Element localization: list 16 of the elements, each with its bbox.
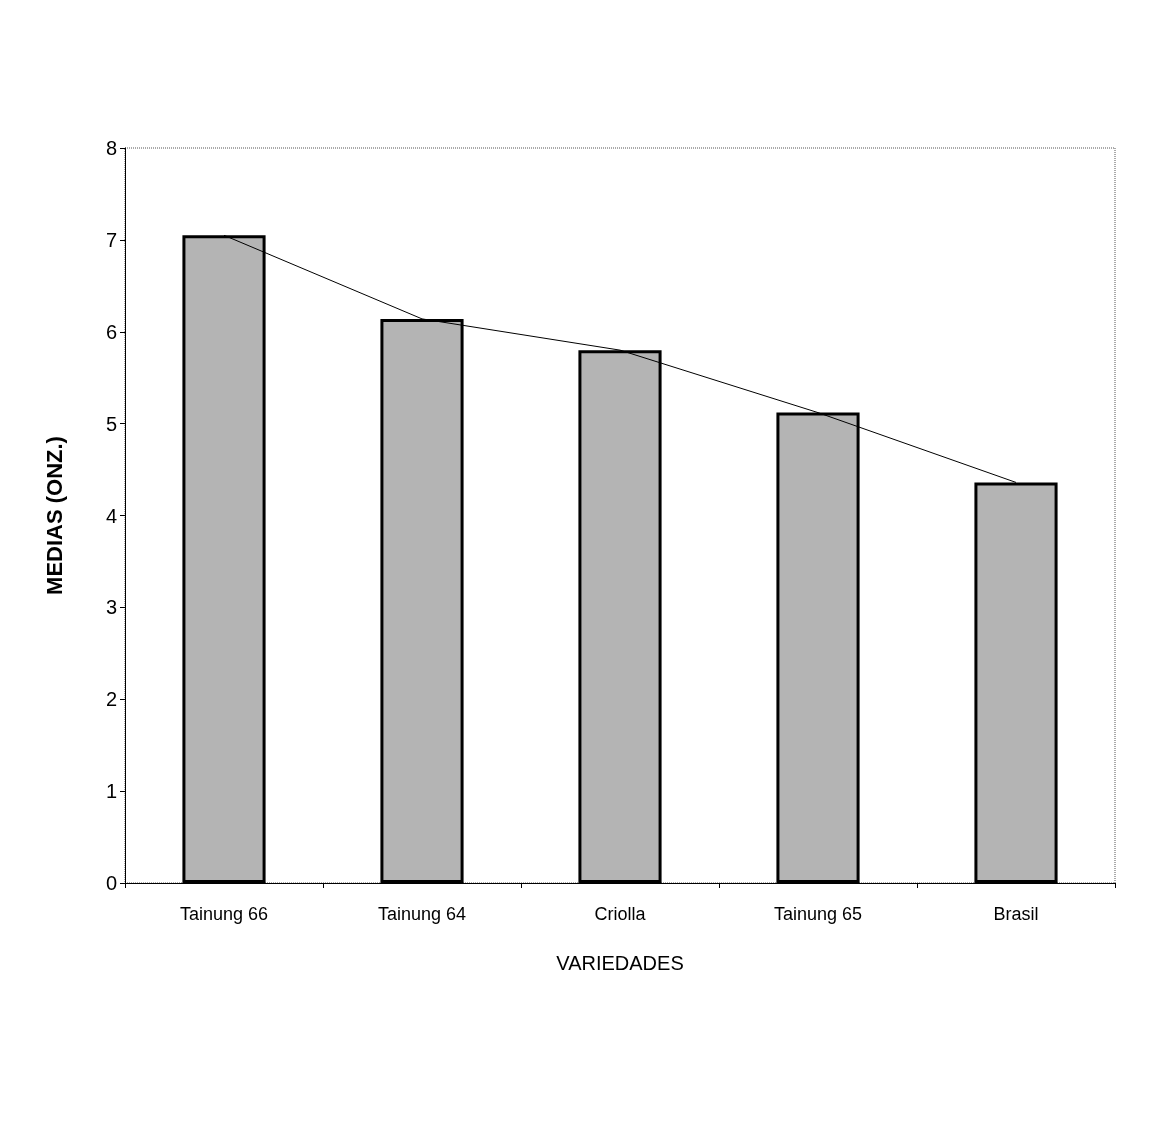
y-tick-label: 7 — [105, 228, 117, 251]
x-tick-label: Tainung 64 — [377, 904, 467, 924]
y-tick-label: 1 — [105, 780, 117, 803]
y-tick-label: 0 — [105, 872, 117, 894]
x-tick-label: Tainung 66 — [179, 904, 269, 924]
y-tick-label: 8 — [105, 137, 117, 159]
y-tick-label: 6 — [105, 320, 117, 343]
y-tick-label: 5 — [105, 412, 117, 435]
x-tick-label: Tainung 65 — [773, 904, 863, 924]
x-tick-label: Criolla — [594, 904, 647, 924]
y-tick-label: 4 — [105, 504, 117, 527]
x-axis-title: VARIEDADES — [556, 952, 684, 974]
y-tick-label: 3 — [105, 596, 117, 619]
y-axis-title: MEDIAS (ONZ.) — [41, 436, 67, 595]
y-tick-label: 2 — [105, 688, 117, 711]
x-tick-label: Brasil — [993, 904, 1039, 924]
